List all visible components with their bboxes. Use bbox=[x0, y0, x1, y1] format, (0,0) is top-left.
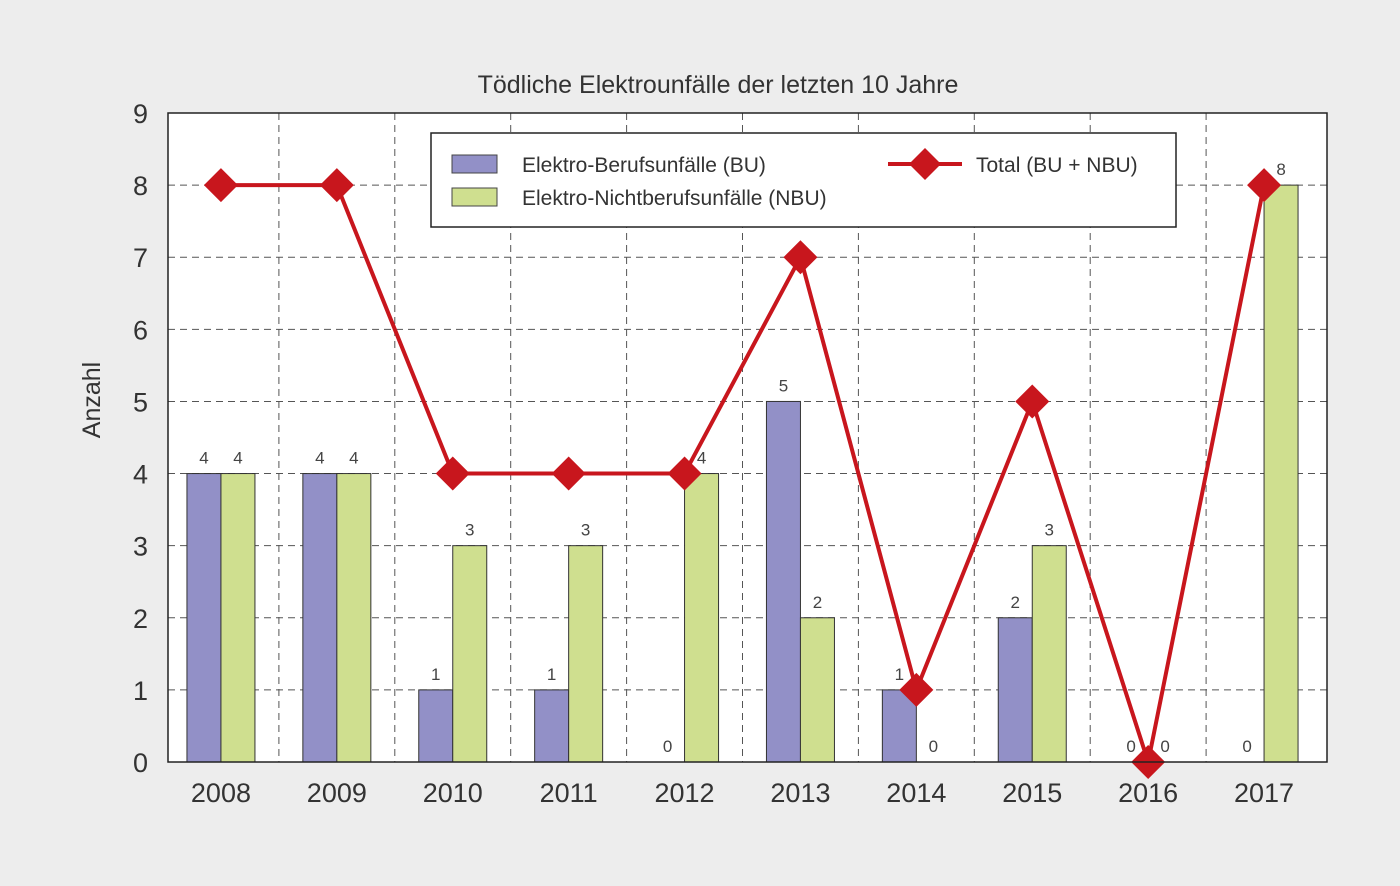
bar bbox=[1263, 184, 1299, 763]
x-tick-label: 2009 bbox=[307, 778, 367, 808]
legend-swatch-bu bbox=[451, 154, 498, 174]
diamond-marker-icon bbox=[899, 672, 934, 707]
bar-value-label: 4 bbox=[199, 449, 208, 468]
bar-value-label: 0 bbox=[1126, 737, 1135, 756]
diamond-marker-icon bbox=[551, 456, 586, 491]
bar-value-label: 4 bbox=[233, 449, 242, 468]
bar bbox=[568, 545, 604, 763]
bar-value-label: 8 bbox=[1276, 160, 1285, 179]
diamond-marker-icon bbox=[1247, 168, 1282, 203]
bar-value-label: 0 bbox=[1160, 737, 1169, 756]
bar-value-label: 4 bbox=[697, 449, 706, 468]
bar-value-label: 0 bbox=[929, 737, 938, 756]
y-tick-label: 4 bbox=[133, 460, 148, 490]
diamond-marker-icon bbox=[1015, 384, 1050, 419]
y-tick-label: 5 bbox=[133, 387, 148, 417]
x-tick-label: 2013 bbox=[770, 778, 830, 808]
diamond-marker-icon bbox=[203, 168, 238, 203]
bar-value-label: 0 bbox=[1242, 737, 1251, 756]
plot-frame bbox=[167, 112, 1328, 763]
x-tick-label: 2016 bbox=[1118, 778, 1178, 808]
y-axis-label: Anzahl bbox=[78, 362, 106, 438]
y-tick-label: 2 bbox=[133, 604, 148, 634]
total-line bbox=[203, 168, 1282, 779]
diamond-marker-icon bbox=[783, 240, 818, 275]
y-tick-label: 1 bbox=[133, 676, 148, 706]
bar-value-label: 2 bbox=[1011, 593, 1020, 612]
bar bbox=[684, 473, 720, 763]
x-tick-label: 2008 bbox=[191, 778, 251, 808]
x-tick-label: 2010 bbox=[423, 778, 483, 808]
bar-value-label: 3 bbox=[1045, 521, 1054, 540]
total-polyline bbox=[220, 183, 1267, 764]
legend: Elektro-Berufsunfälle (BU) Elektro-Nicht… bbox=[430, 132, 1177, 228]
y-tick-label: 0 bbox=[133, 748, 148, 778]
bar-value-label: 4 bbox=[315, 449, 324, 468]
x-tick-label: 2011 bbox=[540, 778, 598, 808]
bar bbox=[186, 473, 222, 763]
bar-value-label: 4 bbox=[349, 449, 358, 468]
y-tick-label: 6 bbox=[133, 315, 148, 345]
bar bbox=[799, 617, 835, 763]
bar-value-label: 1 bbox=[895, 665, 904, 684]
bar bbox=[452, 545, 488, 763]
legend-label-bu: Elektro-Berufsunfälle (BU) bbox=[522, 154, 766, 177]
bar bbox=[534, 689, 570, 763]
y-tick-label: 9 bbox=[133, 99, 148, 129]
bars bbox=[186, 184, 1299, 763]
diamond-marker-icon bbox=[319, 168, 354, 203]
legend-swatch-nbu bbox=[451, 187, 498, 207]
bar-value-labels: 4 4 1 1 0 5 1 2 0 0 4 4 3 3 4 2 0 3 0 8 bbox=[199, 160, 1286, 756]
bar-value-label: 1 bbox=[431, 665, 440, 684]
y-tick-label: 7 bbox=[133, 243, 148, 273]
diamond-marker-icon bbox=[909, 148, 941, 180]
bar bbox=[765, 400, 801, 763]
x-tick-label: 2017 bbox=[1234, 778, 1294, 808]
y-axis-ticks: 0 1 2 3 4 5 6 7 8 9 bbox=[133, 99, 148, 778]
bar-value-label: 0 bbox=[663, 737, 672, 756]
x-tick-label: 2012 bbox=[655, 778, 715, 808]
bar bbox=[997, 617, 1033, 763]
bar-value-label: 3 bbox=[465, 521, 474, 540]
y-tick-label: 3 bbox=[133, 532, 148, 562]
legend-label-nbu: Elektro-Nichtberufsunfälle (NBU) bbox=[522, 187, 827, 210]
bar-value-label: 5 bbox=[779, 376, 788, 395]
y-tick-label: 8 bbox=[133, 171, 148, 201]
bar bbox=[302, 473, 338, 763]
x-axis-ticks: 2008 2009 2010 2011 2012 2013 2014 2015 2016 2017 bbox=[191, 778, 1294, 808]
diamond-marker-icon bbox=[435, 456, 470, 491]
bar-value-label: 2 bbox=[813, 593, 822, 612]
bar bbox=[1031, 545, 1067, 763]
x-tick-label: 2014 bbox=[886, 778, 946, 808]
legend-box bbox=[430, 132, 1177, 228]
bar bbox=[220, 473, 256, 763]
bar bbox=[418, 689, 454, 763]
bar bbox=[336, 473, 372, 763]
bar-value-label: 3 bbox=[581, 521, 590, 540]
chart-title: Tödliche Elektrounfälle der letzten 10 J… bbox=[478, 71, 959, 99]
legend-label-total: Total (BU + NBU) bbox=[976, 154, 1138, 177]
diamond-marker-icon bbox=[667, 456, 702, 491]
x-tick-label: 2015 bbox=[1002, 778, 1062, 808]
bar-value-label: 1 bbox=[547, 665, 556, 684]
